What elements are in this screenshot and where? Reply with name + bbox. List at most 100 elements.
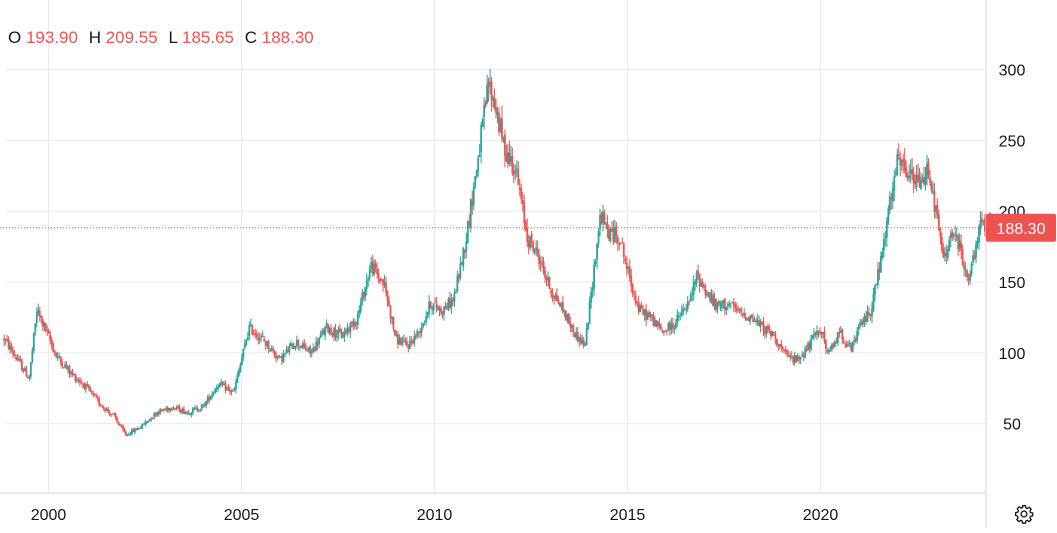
candle-body [954,234,957,236]
candle-body [648,312,650,317]
candle-body [939,227,942,237]
candle-body [553,297,555,299]
candle-body [370,261,373,269]
candle-body [622,242,625,257]
candle-body [960,242,963,251]
candle-body [833,341,836,348]
candle-body [781,346,784,350]
candle-body [556,294,558,302]
candle-body [976,240,979,244]
candle-body [683,308,686,310]
candle-body [612,228,615,242]
candle-body [90,390,93,393]
candle-body [587,323,590,330]
gear-icon[interactable] [1014,504,1034,524]
candle-body [420,327,423,332]
candle-body [65,365,68,369]
candle-body [401,341,404,345]
candle-body [877,269,879,285]
candle-body [322,330,325,335]
candle-body [768,327,771,331]
candle-body [463,249,466,253]
candle-body [554,295,557,299]
candle-body [29,362,32,377]
candle-body [12,351,14,354]
candle-body [346,328,349,333]
ohlc-legend: O 193.90 H 209.55 L 185.65 C 188.30 [8,28,320,48]
candle-body [337,329,340,335]
candle-body [15,356,17,359]
candle-body [28,376,31,378]
candle-body [141,423,144,428]
candle-body [764,331,766,335]
candle-body [896,154,899,175]
candle-body [107,408,110,412]
candle-body [958,240,961,248]
candle-body [743,312,746,316]
candle-body [923,177,925,185]
candle-body [221,382,224,386]
candle-body [364,287,367,297]
candle-body [903,159,906,171]
candle-body [783,349,786,351]
candle-body [426,312,429,316]
candle-body [25,368,28,377]
candle-body [55,352,58,357]
candle-body [169,408,172,410]
low-label: L [168,28,178,47]
candle-body [77,379,80,382]
candle-body [694,281,697,285]
candle-body [826,349,829,352]
candle-body [624,258,627,262]
candle-body [398,338,401,345]
candle-body [845,343,848,348]
candle-body [376,268,379,275]
candle-body [174,408,176,410]
candle-body [295,340,298,347]
candle-body [460,261,463,265]
candle-body [306,350,309,352]
candle-body [408,340,411,349]
candle-body [227,386,230,389]
candle-body [345,330,347,333]
candle-body [279,356,282,358]
candle-body [480,125,483,153]
high-value: 209.55 [105,28,158,47]
candle-body [417,331,420,333]
candle-body [245,340,248,344]
candle-body [382,279,384,286]
candle-body [572,325,575,333]
candle-body [282,354,285,363]
candle-body [394,329,396,336]
candle-body [21,361,23,371]
candle-body [67,366,69,370]
candle-body [937,214,940,230]
candle-body [888,196,891,211]
candle-body [603,212,606,225]
candle-body [319,334,322,339]
candle-body [405,341,408,346]
candle-body [529,236,532,248]
candle-body [211,394,214,398]
candle-body [242,348,245,358]
candle-body [872,293,875,311]
candle-body [218,383,221,388]
candle-body [765,326,768,334]
candle-body [261,335,264,338]
candle-body [98,398,101,405]
candle-body [767,325,769,328]
candle-body [514,170,517,174]
candle-body [87,385,90,389]
candle-body [981,218,983,222]
candle-body [737,310,740,312]
candle-body [616,237,619,243]
candle-body [734,304,737,308]
candle-body [817,330,820,333]
candle-body [934,206,937,210]
candle-body [597,231,600,244]
candle-body [350,321,353,323]
candle-body [495,107,497,113]
candle-body [707,292,710,294]
candle-body [789,355,792,357]
